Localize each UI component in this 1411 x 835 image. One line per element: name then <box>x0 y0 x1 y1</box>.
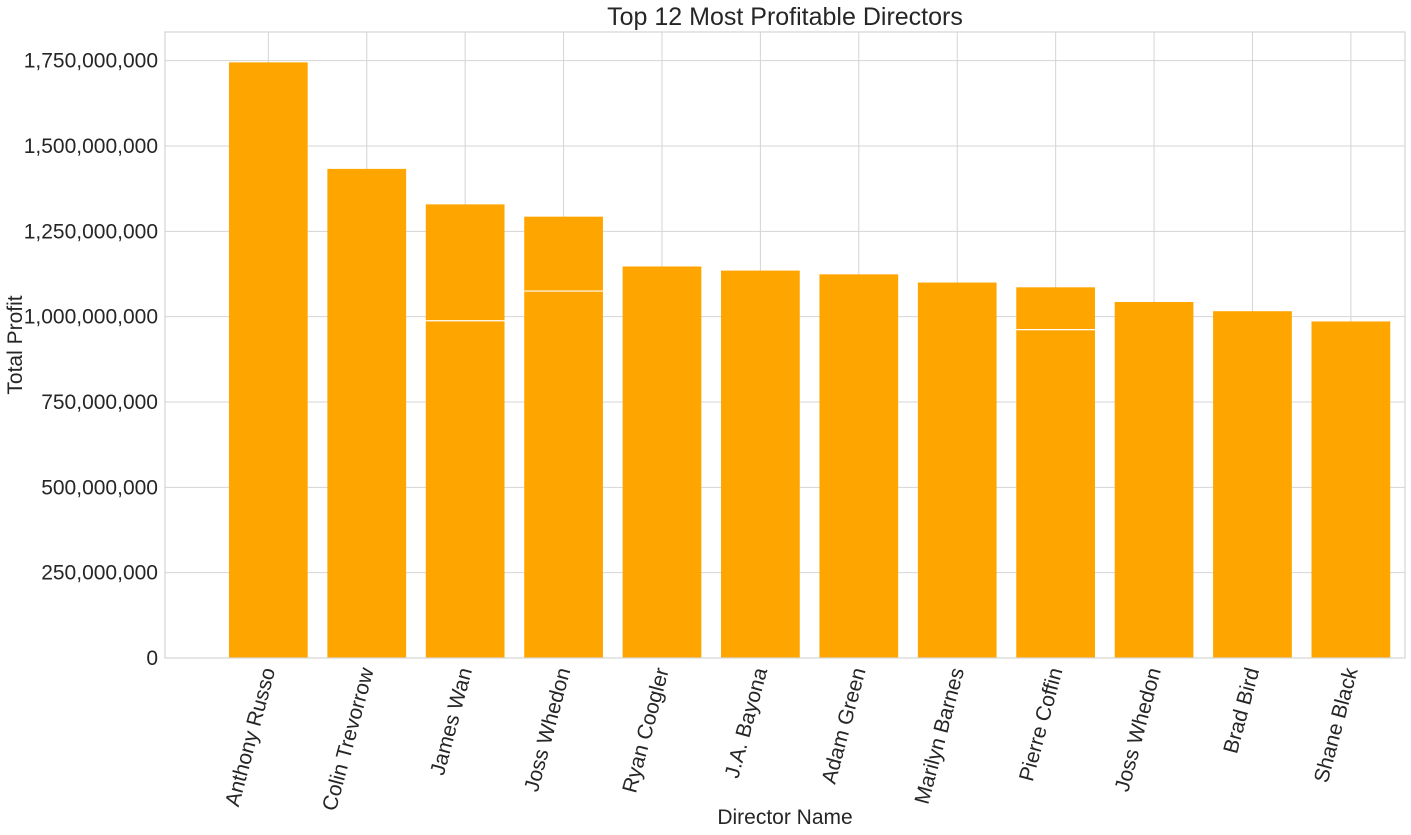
overlay-lines-layer <box>425 290 1095 331</box>
x-axis-label: Director Name <box>717 806 852 829</box>
x-tick-label: Adam Green <box>818 665 871 786</box>
x-tick-label: Brad Bird <box>1219 665 1264 756</box>
y-axis-label: Total Profit <box>4 295 27 394</box>
bar-10 <box>1213 311 1292 658</box>
bar-1 <box>327 168 407 658</box>
x-tick-label: Joss Whedon <box>520 665 575 794</box>
plot-frame <box>164 31 1406 659</box>
y-tick-label: 0 <box>146 647 158 670</box>
x-tick-label: Colin Trevorrow <box>318 665 378 814</box>
x-tick-label: J.A. Bayona <box>721 665 773 781</box>
y-tick-label: 1,000,000,000 <box>24 306 158 329</box>
y-tick-label: 1,500,000,000 <box>24 135 158 158</box>
bar-8 <box>1016 287 1095 658</box>
x-tick-label: Joss Whedon <box>1111 665 1166 794</box>
bar-7 <box>917 282 997 658</box>
y-tick-label: 500,000,000 <box>41 476 158 499</box>
bar-6 <box>819 274 899 658</box>
bar-5 <box>721 270 800 658</box>
x-tick-label: Pierre Coffin <box>1015 665 1067 783</box>
x-tick-label: James Wan <box>426 665 477 777</box>
bar-3 <box>524 216 603 658</box>
bar-0 <box>228 62 308 658</box>
y-tick-label: 250,000,000 <box>41 562 158 585</box>
y-tick-label: 750,000,000 <box>41 391 158 414</box>
x-tick-label: Anthony Russo <box>221 665 280 809</box>
x-tick-label: Marilyn Barnes <box>911 665 969 806</box>
bar-4 <box>622 266 702 658</box>
y-tick-labels: 0 250,000,000 500,000,000 750,000,000 1,000,… <box>24 50 158 670</box>
x-tick-label: Ryan Coogler <box>618 665 673 795</box>
chart-title: Top 12 Most Profitable Directors <box>607 3 963 31</box>
bars-layer <box>228 62 1391 658</box>
bar-2 <box>425 204 505 658</box>
y-tick-label: 1,250,000,000 <box>24 220 158 243</box>
bar-11 <box>1311 321 1391 658</box>
x-tick-labels: Anthony Russo Colin Trevorrow James Wan Jos… <box>221 665 1363 814</box>
x-tick-label: Shane Black <box>1310 665 1363 785</box>
y-tick-label: 1,750,000,000 <box>24 50 158 73</box>
bar-9 <box>1114 301 1194 658</box>
